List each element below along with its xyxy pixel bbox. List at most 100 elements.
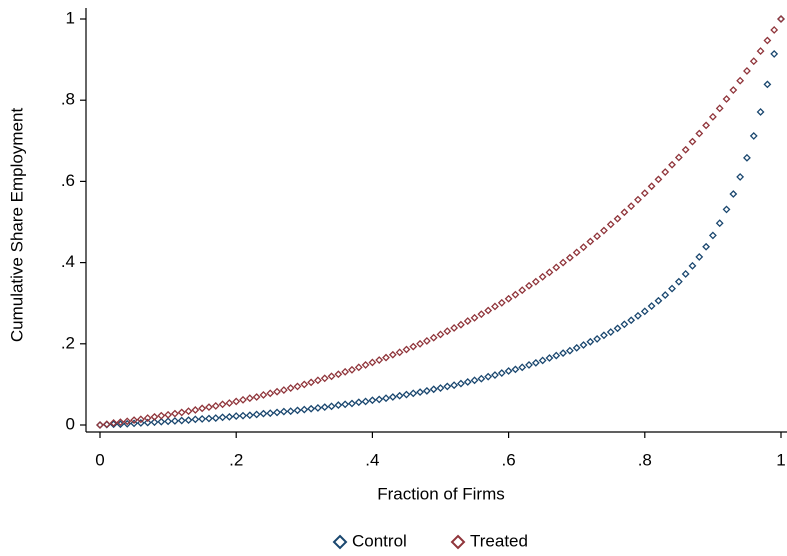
marker [600,331,608,340]
marker [743,153,751,162]
marker [205,403,213,412]
marker [749,132,758,140]
marker [491,302,499,311]
marker [674,153,683,162]
marker [634,195,642,204]
x-tick-label: .6 [502,450,516,469]
marker [334,370,343,379]
marker [382,394,390,403]
marker [143,418,152,427]
marker [504,367,513,375]
marker [593,232,602,241]
marker [293,406,302,415]
marker [375,356,384,364]
marker [477,310,486,319]
marker [409,389,418,398]
marker [157,411,166,420]
marker [307,404,316,413]
marker [552,351,561,360]
marker [368,396,377,405]
marker [777,15,785,23]
marker [402,390,411,399]
marker [123,417,132,426]
marker [545,354,554,362]
marker [668,284,676,293]
marker [130,416,138,425]
marker [770,49,779,58]
marker [593,335,602,343]
x-tick-label: 0 [95,450,104,469]
marker [511,290,520,299]
marker [402,345,411,354]
marker [429,333,438,342]
marker [763,80,772,89]
marker [497,369,506,377]
marker [729,86,738,94]
marker [518,363,527,372]
marker [300,405,309,414]
y-axis-label: Cumulative Share Employment [7,108,26,343]
marker [170,409,179,418]
marker [688,261,697,270]
marker [245,394,254,403]
marker [504,294,513,303]
marker [572,343,581,352]
marker [613,214,622,223]
marker [211,414,220,423]
marker [422,386,431,395]
marker [756,108,765,116]
marker [150,412,159,421]
marker [531,358,540,367]
marker [729,190,738,198]
marker [225,412,234,421]
marker [695,129,704,138]
marker [756,47,765,55]
marker [681,145,690,154]
marker [164,410,173,419]
marker [388,350,397,359]
marker [334,401,343,410]
marker [715,219,724,228]
marker [654,175,663,184]
marker [395,391,404,400]
marker [361,397,370,406]
marker [606,328,615,336]
marker [708,231,717,240]
marker [668,160,676,169]
marker [450,381,459,390]
marker [497,298,506,307]
marker [354,398,363,407]
marker [239,395,247,404]
marker [450,324,459,332]
marker [225,399,234,407]
marker [205,414,213,423]
marker [252,393,261,401]
marker [300,380,309,389]
y-tick-label: .2 [61,333,75,352]
marker [102,420,111,429]
marker [545,268,554,277]
marker [661,291,670,299]
legend-marker [332,534,348,550]
marker [627,202,636,211]
y-tick-label: .8 [61,90,75,109]
x-axis-label: Fraction of Firms [377,484,505,503]
x-tick-label: .2 [229,450,243,469]
marker [722,205,731,214]
marker [232,412,241,420]
marker [661,168,670,176]
marker [259,409,268,418]
marker [531,277,540,286]
x-tick-label: .4 [365,450,379,469]
marker [565,346,574,355]
marker [579,243,588,252]
marker [130,419,138,428]
marker [184,407,193,416]
marker [470,313,479,322]
marker [136,419,145,427]
marker [600,226,608,235]
marker [749,57,758,66]
marker [327,402,336,411]
marker [409,342,418,351]
